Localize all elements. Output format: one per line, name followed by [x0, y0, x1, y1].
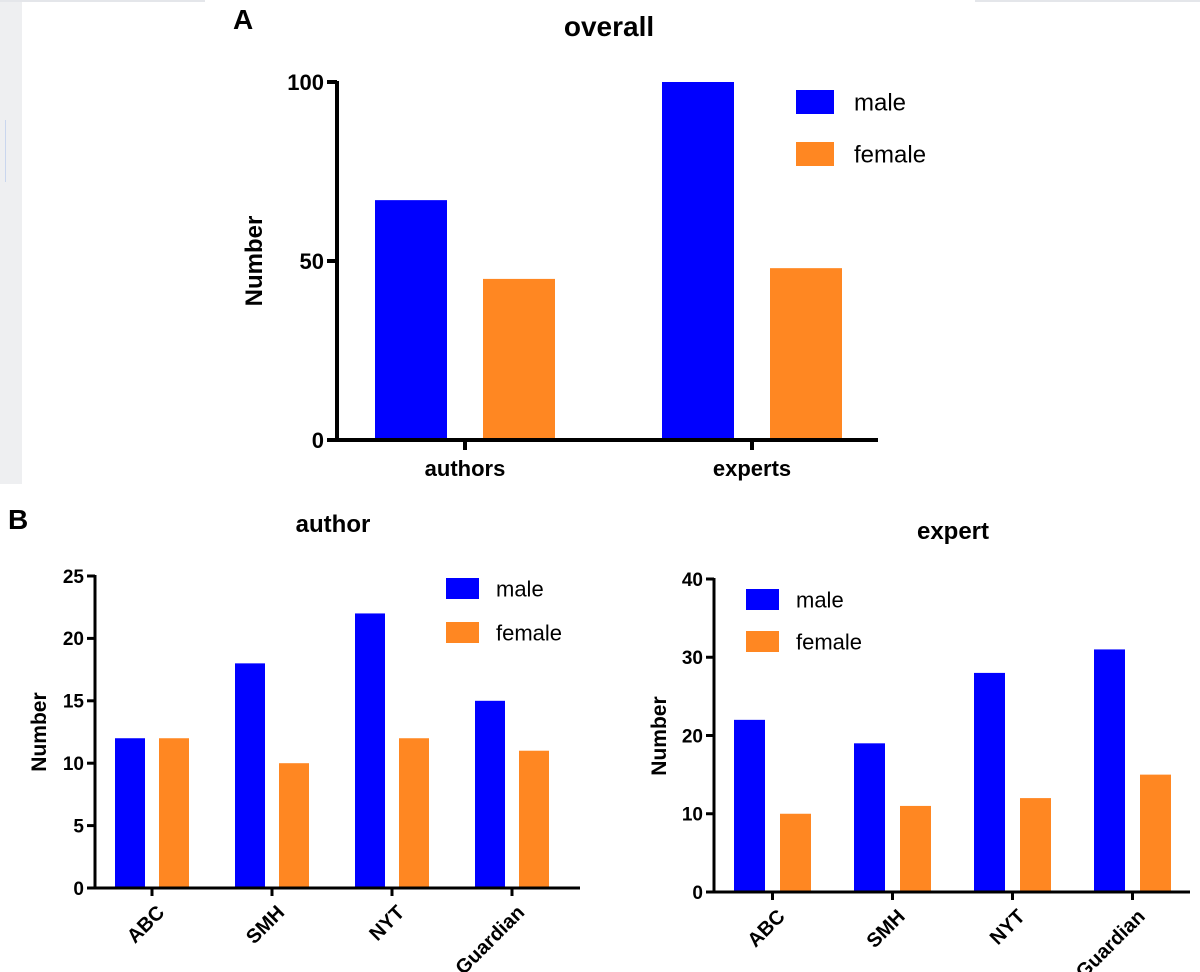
y-tick-label: 20 [682, 726, 703, 747]
y-tick-label: 25 [63, 567, 85, 588]
bar-female-guardian [519, 750, 549, 888]
bar-male-guardian [475, 700, 505, 888]
y-tick-label: 50 [300, 249, 324, 274]
legend-swatch-male [796, 90, 834, 114]
y-axis-label: Number [28, 692, 51, 771]
y-tick-label: 20 [63, 629, 84, 650]
window-top-edge-right [975, 0, 1200, 2]
bar-female-nyt [399, 738, 429, 888]
legend-label-female: female [854, 142, 926, 169]
bar-female-smh [900, 805, 931, 892]
chart-title: expert [917, 518, 989, 545]
panel-label-a: A [233, 4, 254, 35]
panel-label-b: B [8, 504, 29, 535]
bar-male-smh [854, 743, 885, 892]
bar-male-guardian [1094, 649, 1125, 892]
window-top-edge-left [0, 0, 205, 2]
legend-swatch-female [796, 142, 834, 166]
sidebar-divider [5, 120, 6, 182]
x-tick-label-authors: authors [425, 456, 506, 481]
legend-swatch-male [746, 589, 779, 610]
legend-label-male: male [496, 576, 544, 601]
y-tick-label: 40 [682, 570, 703, 591]
bar-male-smh [235, 663, 265, 888]
y-tick-label: 0 [73, 879, 84, 900]
legend-swatch-female [446, 622, 479, 643]
bar-male-experts [662, 82, 734, 440]
bar-female-smh [279, 763, 309, 888]
y-axis-label: Number [648, 696, 671, 775]
bar-male-nyt [355, 613, 385, 888]
legend-label-female: female [496, 620, 562, 645]
y-tick-label: 5 [73, 816, 84, 837]
legend-label-female: female [796, 629, 862, 654]
y-tick-label: 10 [682, 805, 703, 826]
y-tick-label: 0 [312, 428, 324, 453]
x-tick-label-nyt: NYT [986, 906, 1030, 950]
bar-female-authors [483, 278, 555, 440]
legend-label-male: male [796, 587, 844, 612]
bar-female-experts [770, 268, 842, 440]
bar-female-abc [159, 738, 189, 888]
chart-title: author [296, 511, 371, 538]
legend-swatch-male [446, 578, 479, 599]
y-axis-label: Number [241, 216, 268, 307]
x-tick-label-abc: ABC [743, 906, 789, 952]
bar-male-authors [375, 200, 447, 440]
bar-male-nyt [974, 672, 1005, 892]
y-tick-label: 10 [63, 754, 84, 775]
legend-label-male: male [854, 90, 906, 117]
y-tick-label: 100 [287, 70, 324, 95]
y-tick-label: 30 [682, 648, 703, 669]
y-tick-label: 0 [692, 883, 703, 904]
bar-female-nyt [1020, 798, 1051, 892]
x-tick-label-guardian: Guardian [1072, 906, 1150, 972]
bar-male-abc [734, 719, 765, 892]
bar-male-abc [115, 738, 145, 888]
window-sidebar-strip [0, 0, 22, 484]
chart-title: overall [564, 11, 654, 42]
legend-swatch-female [746, 631, 779, 652]
bar-female-abc [780, 813, 811, 892]
x-tick-label-smh: SMH [863, 906, 910, 953]
x-tick-label-experts: experts [713, 456, 791, 481]
bar-female-guardian [1140, 774, 1171, 892]
y-tick-label: 15 [63, 692, 85, 713]
